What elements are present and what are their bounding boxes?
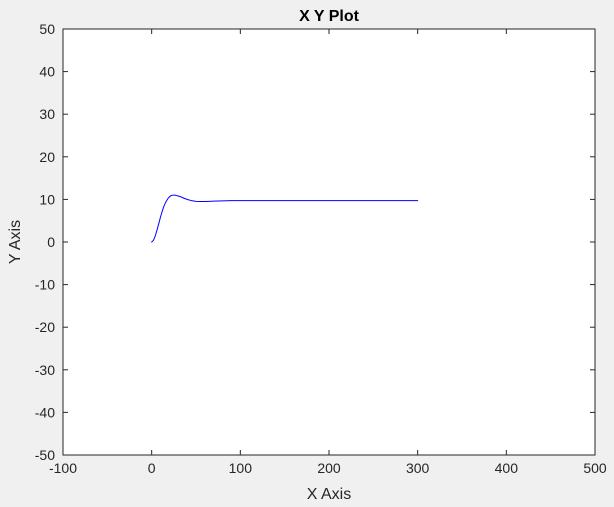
chart-title: X Y Plot — [299, 8, 360, 25]
y-axis-label: Y Axis — [7, 220, 24, 264]
y-tick-label: -20 — [35, 319, 55, 335]
y-tick-label: 50 — [39, 21, 55, 37]
y-tick-label: -10 — [35, 277, 55, 293]
y-tick-label: -30 — [35, 362, 55, 378]
x-tick-label: 0 — [148, 460, 156, 476]
series-layer — [151, 194, 419, 243]
axes-box — [62, 28, 596, 456]
ticks-layer: -100 0 100 200 300 400 500-50-40-30-20-1001020… — [35, 21, 607, 476]
y-tick-label: 0 — [47, 234, 55, 250]
x-axis-label: X Axis — [307, 486, 351, 503]
y-tick-label: 10 — [39, 191, 55, 207]
y-tick-label: -50 — [35, 447, 55, 463]
x-tick-label: 100 — [229, 460, 253, 476]
y-tick-label: 30 — [39, 106, 55, 122]
series-line-0 — [151, 194, 419, 243]
x-tick-label: -100 — [49, 460, 77, 476]
y-tick-label: 40 — [39, 64, 55, 80]
x-tick-label: 300 — [406, 460, 430, 476]
axes-background — [63, 29, 595, 455]
y-tick-label: -40 — [35, 404, 55, 420]
x-tick-label: 500 — [583, 460, 607, 476]
y-tick-label: 20 — [39, 149, 55, 165]
x-tick-label: 400 — [495, 460, 519, 476]
x-tick-label: 200 — [317, 460, 341, 476]
